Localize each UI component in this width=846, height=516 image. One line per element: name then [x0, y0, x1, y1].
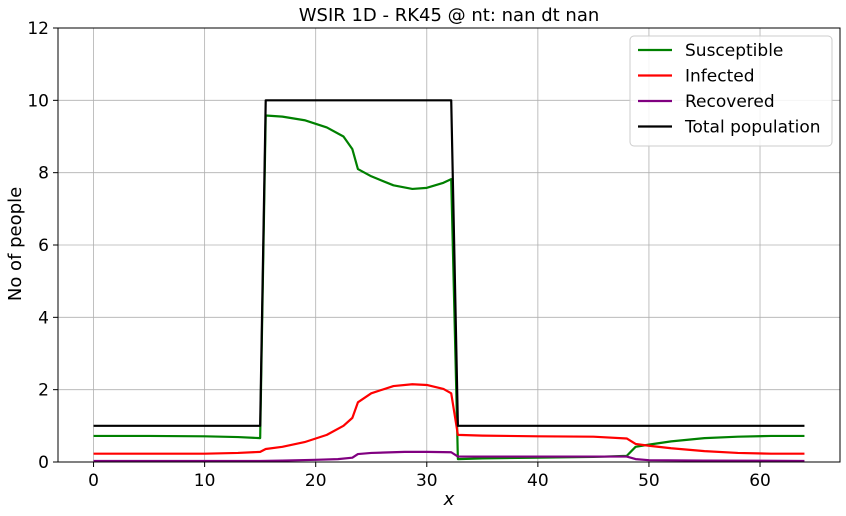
series-line-recovered [93, 450, 805, 463]
series-line-total-population [93, 99, 805, 427]
x-tick-label: 60 [749, 471, 771, 491]
legend-label-infected: Infected [685, 67, 755, 87]
x-tick-label: 0 [88, 471, 99, 491]
x-tick-label: 20 [305, 471, 327, 491]
series-line-infected [93, 383, 805, 455]
legend-label-total-population: Total population [684, 118, 821, 138]
y-tick-label: 6 [38, 236, 49, 256]
y-tick-label: 2 [38, 381, 49, 401]
y-tick-label: 10 [27, 91, 49, 111]
y-tick-label: 8 [38, 164, 49, 184]
series-lines [93, 99, 805, 463]
legend: Susceptible Infected Recovered Total popula… [629, 35, 833, 147]
x-tick-label: 10 [194, 471, 216, 491]
chart-title: WSIR 1D - RK45 @ nt: nan dt nan [299, 5, 600, 26]
x-tick-label: 50 [638, 471, 660, 491]
axis-ticks: 0 10 20 30 40 50 60 0 2 4 6 8 10 12 [27, 19, 770, 491]
y-axis-label: No of people [5, 187, 26, 301]
legend-label-susceptible: Susceptible [685, 41, 783, 61]
y-tick-label: 4 [38, 308, 49, 328]
x-tick-label: 30 [416, 471, 438, 491]
legend-box [629, 35, 833, 147]
x-tick-label: 40 [527, 471, 549, 491]
y-tick-label: 12 [27, 19, 49, 39]
x-axis-label: x [443, 489, 455, 510]
y-tick-label: 0 [38, 453, 49, 473]
legend-label-recovered: Recovered [685, 92, 775, 112]
